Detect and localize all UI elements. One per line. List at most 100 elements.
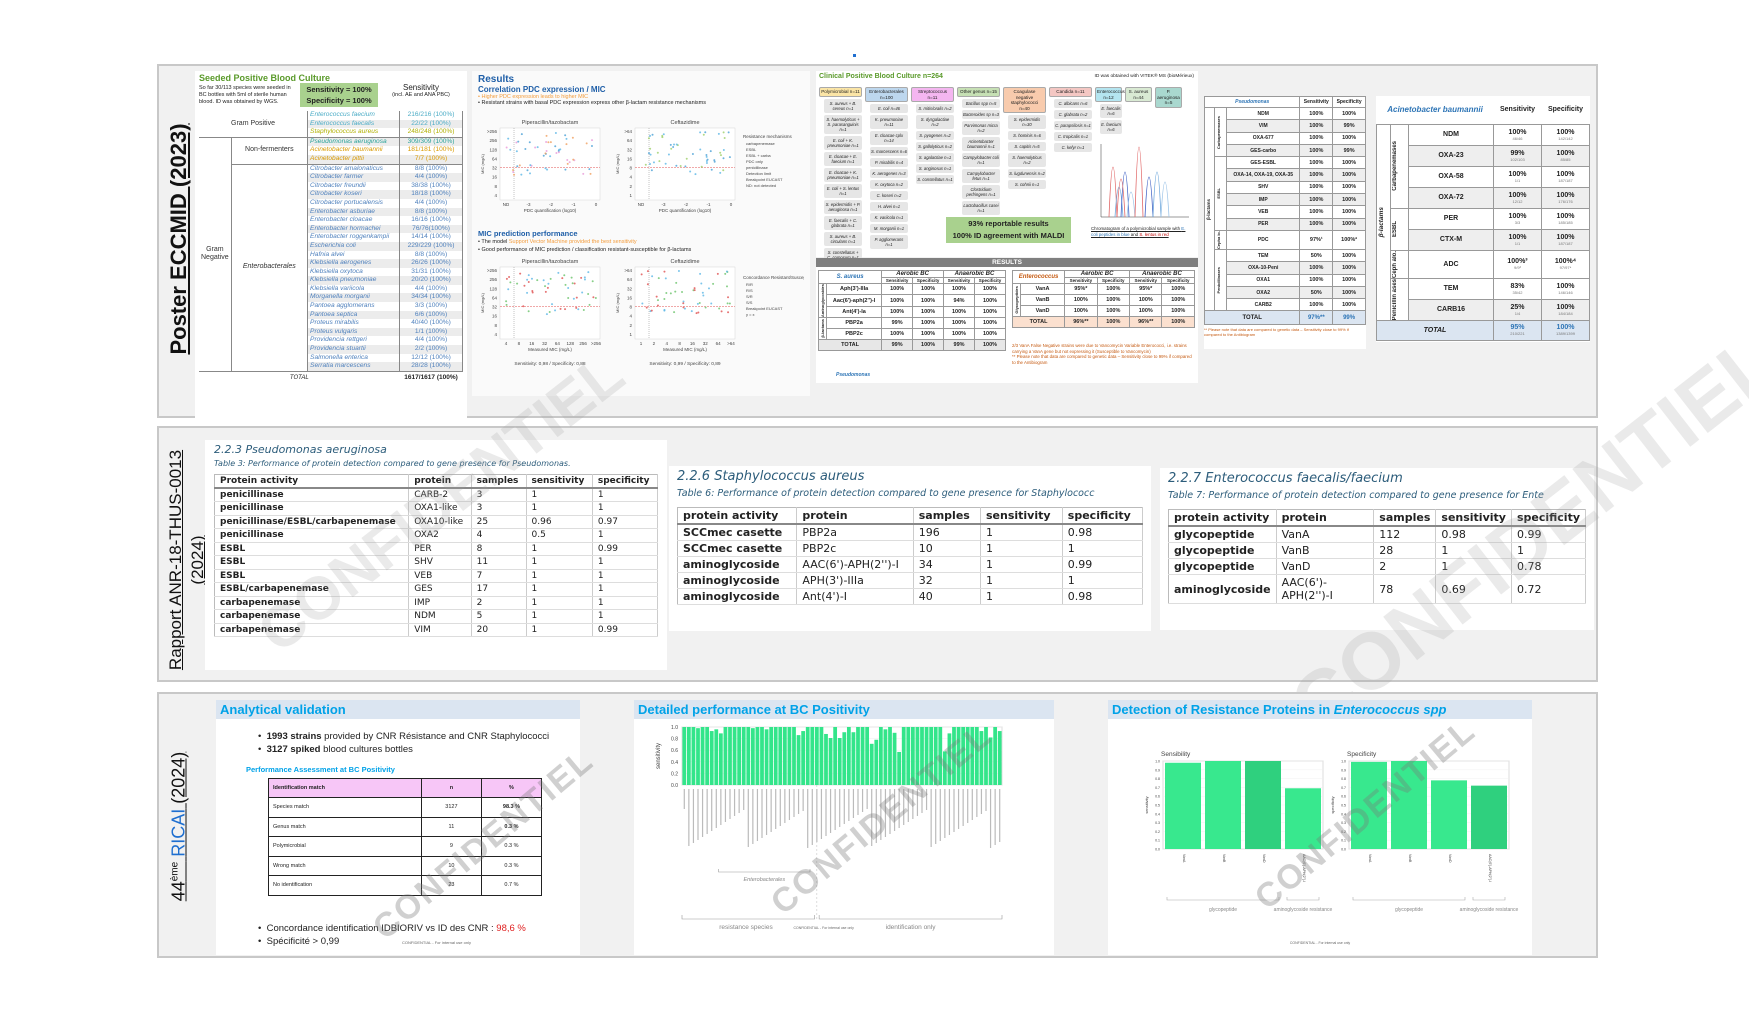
panel-label-eccmid: Poster ECCMID (2023) [166, 123, 191, 355]
table-row: Ceph alo. ADC 100%³ 9/9³ 100%⁴ 97/97⁴ [1377, 249, 1590, 279]
species-tick-label [880, 789, 882, 840]
column-header: protein [796, 507, 914, 525]
table-7-enterococcus: protein activity protein samples sensitivit… [1168, 509, 1587, 604]
percent-value: 95%* [1064, 283, 1098, 295]
table-cell: Ant(4')-I [796, 588, 914, 605]
chromatogram-peak [1120, 171, 1130, 218]
caption-blue: E. coli peptides in blue [1091, 226, 1186, 237]
y-axis-label: sensitivity [1144, 796, 1149, 813]
species-box: C. parapsilosis n=1 [1054, 120, 1092, 130]
table-cell: 98.3 % [480, 797, 543, 818]
species-tick-label [692, 789, 695, 843]
data-point [561, 277, 564, 280]
identification-match-table: Identification match n% Species match 3127 9… [268, 778, 543, 896]
species-tick-label [733, 789, 736, 816]
bar [846, 727, 851, 785]
data-point [531, 291, 534, 294]
section-heading-pseudomonas: 2.2.3 Pseudomonas aeruginosa [214, 443, 387, 456]
table-cell: 1 [980, 540, 1063, 557]
table-cell: GES [408, 582, 472, 597]
y-tick-label: 0.6 [1341, 795, 1346, 799]
y-tick-label: 128 [489, 147, 497, 152]
data-point [657, 277, 660, 280]
col-sensitivity: Sensitivity [1299, 96, 1334, 108]
table-row: Escherichia coli 229/229 (100%) [199, 241, 463, 251]
bar [833, 727, 838, 785]
value-cell: 25% 1/4 [1493, 298, 1542, 321]
data-point [563, 274, 566, 277]
table-row: VanB 100% 100% 100% 100% [1013, 294, 1195, 306]
table-cell: 1 [526, 609, 593, 624]
legend-item: y = x [746, 312, 755, 317]
enterococcus-results-table: Enterococcus Aerobic BC Anaerobic BC Sensit… [1011, 270, 1195, 328]
table-cell: No identification [268, 875, 422, 896]
table-row: SHV 100% 100% [1205, 180, 1366, 195]
bullet-bold: 3127 spiked [266, 744, 321, 755]
table-row: Proteus mirabilis 40/40 (100%) [199, 319, 463, 328]
species-box: C. kefyr n=1 [1054, 142, 1092, 152]
seeded-intro: So far 30/113 species were seeded in BC … [199, 85, 291, 105]
subgroup-label-text: ESBL [1216, 188, 1221, 199]
species-box: E. cloacae + E. faecium n=1 [824, 151, 862, 166]
data-table: Identification match n% Species match 3127 9… [268, 778, 543, 896]
table-row: ESBL VEB 7 1 1 [214, 569, 659, 583]
table-row: aminoglycoside Ant(4')-I 40 1 0.98 [677, 588, 1144, 605]
legend-item: ND: not detected [746, 183, 776, 188]
table-note: ** Please note that data are compared to… [1204, 327, 1349, 338]
y-tick-label: 8 [494, 323, 497, 328]
data-point [696, 302, 699, 305]
performance-text-1: Sensitivity: 0,98 / Specificity: 0,88 [514, 361, 586, 367]
species-tick-label [752, 789, 754, 844]
data-point [724, 272, 727, 275]
y-tick-label: 1.0 [1341, 760, 1346, 764]
table-cell: ESBL [214, 555, 410, 570]
data-point [564, 283, 567, 286]
column-header: sensitivity [980, 507, 1063, 525]
percent-value: 100% [1332, 261, 1366, 275]
summary-line-2: 100% ID agreement with MALDI [952, 231, 1065, 240]
protein-name: OXA2 [1225, 285, 1301, 300]
column-header: protein [408, 474, 472, 489]
species-tick-label [971, 789, 973, 820]
species-box: E. coli n=46 [870, 104, 908, 113]
table-cell: 0.98 [1062, 588, 1144, 605]
percent-value: 96%** [1129, 316, 1163, 328]
table-cell: 1 [526, 596, 593, 610]
value-cell: 95% 210/221 [1493, 319, 1542, 341]
percent-value: 100% [943, 317, 975, 330]
clinical-title-text: Clinical Positive Blood Culture [819, 73, 921, 80]
group-bracket [1166, 897, 1320, 901]
table-cell: 1 [592, 528, 659, 543]
percent-value: 100% [1556, 233, 1575, 241]
data-point [679, 164, 682, 167]
category-header: P. aeruginosa n=5 [1155, 87, 1182, 108]
legend-item: Breakpoint EUCAST [746, 177, 783, 182]
data-point [531, 289, 534, 292]
table-row: Pantoea septica 6/6 (100%) [199, 310, 463, 320]
protein-name: VanA [1019, 283, 1066, 295]
data-point [585, 142, 588, 145]
y-tick-label: 0.4 [1155, 812, 1160, 816]
pdc-bullet-2: • Resistant strains with basal PDC expre… [478, 100, 706, 106]
table-row: ESBL/carbapenemase GES 17 1 1 [214, 582, 659, 597]
bar [1245, 761, 1281, 849]
table-cell: 1 [1062, 572, 1144, 589]
group-label: resistance species [719, 924, 773, 931]
data-point [685, 157, 688, 160]
y-tick-label: 256 [489, 138, 497, 143]
species-name: Klebsiella variicola [307, 284, 400, 294]
group-label: glycopeptide [1395, 907, 1423, 913]
table-cell: 1 [1511, 542, 1587, 559]
data-point [572, 297, 575, 300]
clinical-category: Candida n=11 C. albicans n=6 C. glabrata n… [1049, 87, 1092, 152]
protein-name: VanB [1019, 294, 1066, 306]
value-cell: 99% 102/103 [1493, 144, 1542, 167]
col-specificity: Specificity [1161, 277, 1195, 284]
fraction-value: 1/1 [1514, 240, 1521, 246]
data-point [559, 148, 562, 151]
table-row: PER 100% 100% [1204, 217, 1366, 231]
species-name: Klebsiella pneumoniae [307, 276, 400, 285]
note-vana: 2/3 VanA False Negative strains were due… [1012, 343, 1187, 354]
x-tick-label: 32 [703, 341, 709, 346]
y-tick-label: 128 [489, 286, 497, 291]
